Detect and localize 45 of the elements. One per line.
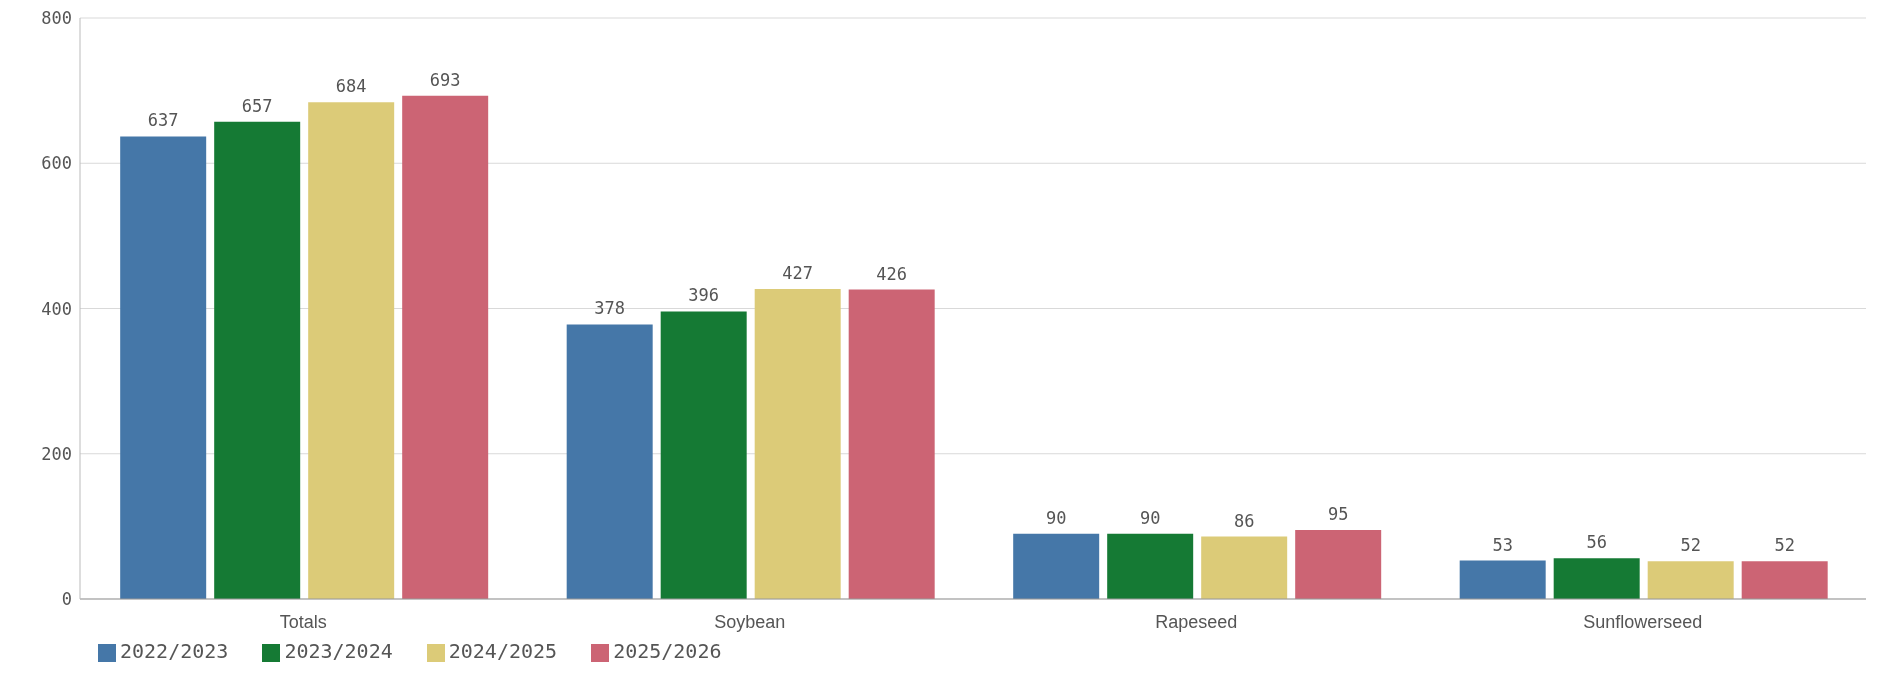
data-label: 52 bbox=[1680, 535, 1701, 556]
bar bbox=[308, 102, 395, 599]
y-tick-label: 400 bbox=[41, 298, 72, 319]
bar bbox=[566, 324, 653, 599]
legend-label: 2022/2023 bbox=[120, 639, 229, 663]
bar bbox=[1741, 561, 1828, 599]
bar bbox=[660, 311, 747, 599]
legend-label: 2023/2024 bbox=[284, 639, 393, 663]
data-label: 86 bbox=[1233, 510, 1255, 531]
data-label: 657 bbox=[241, 95, 273, 116]
data-label: 90 bbox=[1139, 507, 1161, 528]
bar bbox=[1553, 558, 1640, 599]
bar bbox=[1295, 530, 1382, 599]
data-label: 53 bbox=[1492, 534, 1513, 555]
y-tick-label: 600 bbox=[41, 153, 72, 174]
data-label: 95 bbox=[1327, 504, 1349, 525]
data-label: 637 bbox=[147, 110, 179, 131]
bar bbox=[120, 136, 207, 599]
data-label: 427 bbox=[782, 262, 814, 283]
data-label: 693 bbox=[429, 69, 461, 90]
x-tick-label: Sunflowerseed bbox=[1583, 611, 1703, 632]
bar bbox=[1201, 536, 1288, 599]
legend-label: 2025/2026 bbox=[613, 639, 722, 663]
bar bbox=[1107, 533, 1194, 599]
bar bbox=[1647, 561, 1734, 599]
y-tick-label: 800 bbox=[41, 8, 72, 29]
bar bbox=[754, 288, 841, 599]
data-label: 684 bbox=[335, 76, 367, 97]
bar bbox=[1013, 533, 1100, 599]
data-label: 396 bbox=[688, 285, 720, 306]
data-label: 378 bbox=[594, 298, 626, 319]
x-tick-label: Totals bbox=[279, 611, 327, 632]
y-tick-label: 200 bbox=[41, 443, 72, 464]
bar bbox=[214, 121, 301, 599]
x-tick-label: Rapeseed bbox=[1155, 611, 1238, 632]
bar bbox=[402, 95, 489, 599]
data-label: 90 bbox=[1045, 507, 1067, 528]
data-label: 56 bbox=[1586, 532, 1607, 553]
bar bbox=[848, 289, 935, 599]
bar bbox=[1459, 560, 1546, 599]
x-tick-label: Soybean bbox=[714, 611, 786, 632]
data-label: 426 bbox=[876, 263, 908, 284]
y-tick-label: 0 bbox=[61, 589, 72, 610]
data-label: 52 bbox=[1774, 535, 1795, 556]
legend-label: 2024/2025 bbox=[448, 639, 558, 663]
